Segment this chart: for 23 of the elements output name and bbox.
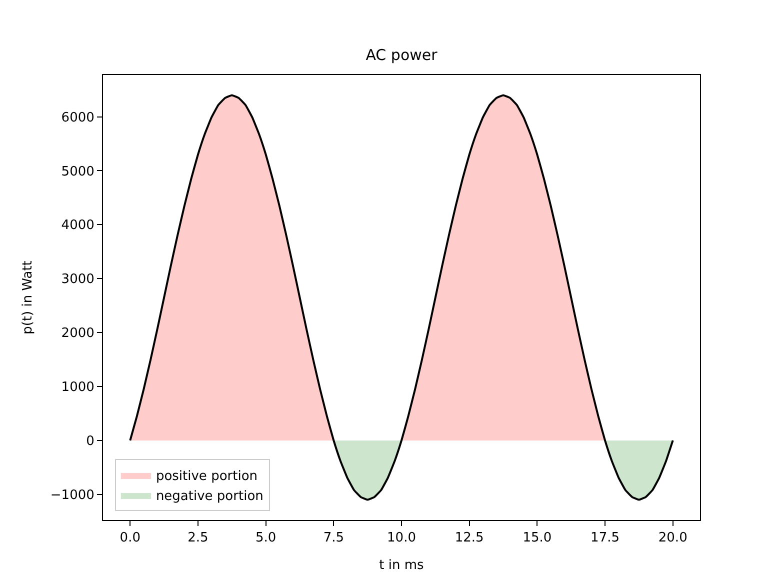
legend-label: negative portion (156, 489, 264, 504)
x-tick-label: 10.0 (387, 530, 416, 546)
line-series (129, 94, 674, 501)
x-tick-label: 20.0 (658, 530, 688, 546)
y-tick-label: −1000 (50, 488, 94, 503)
x-tick-label: 15.0 (522, 530, 552, 546)
y-tick-label: 0 (86, 434, 94, 449)
chart-title: AC power (366, 46, 438, 64)
y-tick-label: 5000 (61, 164, 94, 180)
x-tick-label: 17.5 (590, 530, 620, 546)
legend-label: positive portion (156, 469, 258, 484)
y-tick-label: 4000 (61, 218, 94, 234)
x-tick-label: 12.5 (454, 530, 484, 546)
y-tick-label: 6000 (61, 110, 94, 126)
x-tick-label: 0.0 (120, 530, 140, 546)
y-tick-label: 3000 (61, 272, 94, 288)
y-tick-label: 2000 (61, 326, 94, 342)
x-tick-label: 2.5 (188, 530, 208, 546)
x-tick-label: 7.5 (323, 530, 344, 546)
y-tick-label: 1000 (61, 380, 94, 396)
y-axis-title: p(t) in Watt (20, 260, 36, 334)
x-axis-title: t in ms (379, 558, 424, 574)
x-tick-label: 5.0 (255, 530, 276, 546)
